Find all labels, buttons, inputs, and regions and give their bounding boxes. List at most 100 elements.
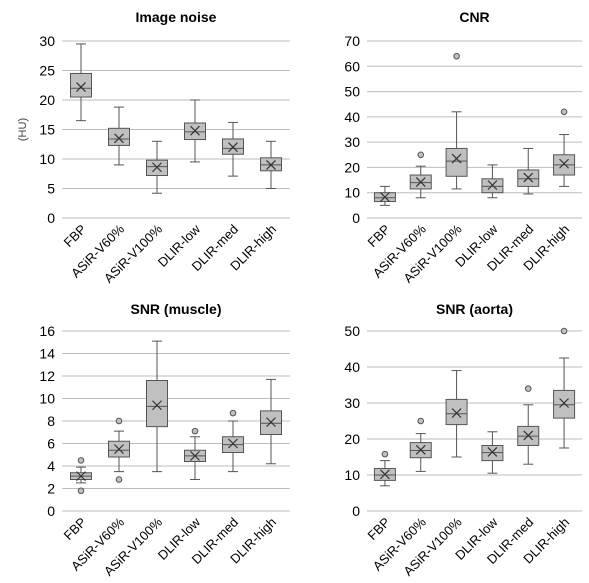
mean-marker [379, 469, 390, 480]
mean-marker [190, 450, 200, 461]
mean-marker [415, 177, 426, 188]
box-iqr [108, 127, 130, 146]
outlier-point [77, 487, 85, 495]
outlier-point [381, 450, 389, 458]
box-DLIR-low [184, 99, 206, 163]
outlier-point [560, 108, 568, 116]
mean-marker [559, 398, 570, 408]
box-ASiR-V60% [108, 106, 130, 166]
box-iqr [445, 398, 468, 426]
y-tick-label: 16 [39, 323, 55, 339]
box-FBP [373, 450, 396, 487]
box-iqr [70, 72, 92, 98]
outlier-point [191, 427, 199, 435]
chart-title: SNR (muscle) [130, 301, 221, 317]
mean-marker [487, 447, 498, 457]
chart-title: Image noise [136, 9, 217, 25]
y-tick-label: 4 [47, 458, 55, 474]
x-tick-label: FBP [61, 222, 89, 250]
mean-marker [523, 430, 534, 441]
y-tick-label: 0 [47, 210, 55, 226]
y-tick-label: 0 [47, 503, 55, 519]
box-DLIR-high [553, 327, 576, 449]
mean-marker [451, 408, 462, 419]
outlier-point [115, 417, 123, 425]
outlier-point [417, 151, 425, 159]
box-ASiR-V60% [409, 151, 432, 199]
y-tick-label: 30 [344, 395, 360, 411]
mean-marker [559, 158, 570, 169]
mean-marker [228, 142, 238, 153]
mean-marker [379, 192, 390, 202]
outlier-point [417, 417, 425, 425]
y-tick-label: 25 [39, 63, 55, 79]
box-DLIR-med [222, 121, 244, 177]
box-DLIR-med [517, 147, 540, 195]
box-ASiR-V100% [146, 140, 168, 194]
y-tick-label: 0 [352, 210, 360, 226]
mean-marker [76, 471, 86, 482]
box-iqr [445, 147, 468, 177]
mean-marker [487, 180, 498, 191]
y-tick-label: 70 [344, 33, 360, 49]
y-tick-label: 40 [344, 109, 360, 125]
y-tick-label: 10 [344, 185, 360, 201]
mean-marker [451, 153, 462, 164]
outlier-point [453, 52, 460, 60]
y-tick-label: 20 [344, 159, 360, 175]
mean-marker [114, 133, 124, 144]
y-tick-label: 10 [39, 391, 55, 407]
chart-title: CNR [459, 9, 489, 25]
box-FBP [70, 457, 92, 495]
box-ASiR-V100% [146, 340, 168, 473]
outlier-point [229, 409, 237, 417]
y-tick-label: 50 [344, 323, 360, 339]
y-tick-label: 50 [344, 84, 360, 100]
box-ASiR-V100% [445, 52, 468, 190]
outlier-point [524, 385, 532, 392]
box-DLIR-med [222, 409, 244, 473]
y-tick-label: 0 [352, 503, 360, 519]
box-DLIR-low [184, 427, 206, 480]
x-tick-label: FBP [365, 222, 393, 250]
mean-marker [228, 438, 238, 449]
box-DLIR-high [553, 108, 576, 187]
y-axis-label: (HU) [17, 118, 29, 141]
y-tick-label: 15 [39, 122, 55, 138]
chart-panel-2: SNR (muscle)0246810121416FBPASiR-V60%ASi… [39, 301, 290, 579]
box-DLIR-low [481, 164, 504, 199]
mean-marker [266, 417, 276, 428]
y-tick-label: 60 [344, 58, 360, 74]
y-tick-label: 14 [39, 346, 55, 362]
box-ASiR-V100% [445, 370, 468, 458]
mean-marker [266, 159, 276, 170]
y-tick-label: 40 [344, 359, 360, 375]
outlier-point [560, 327, 568, 335]
y-tick-label: 2 [47, 481, 55, 497]
outlier-point [77, 457, 85, 464]
mean-marker [114, 444, 124, 455]
mean-marker [152, 400, 162, 411]
y-tick-label: 30 [39, 33, 55, 49]
mean-marker [523, 172, 534, 183]
y-tick-label: 20 [39, 92, 55, 108]
box-ASiR-V60% [108, 417, 130, 483]
mean-marker [415, 444, 426, 455]
y-tick-label: 30 [344, 134, 360, 150]
chart-panel-0: Image noise051015202530(HU)FBPASiR-V60%A… [17, 9, 290, 286]
box-FBP [373, 185, 396, 206]
outlier-point [115, 476, 123, 483]
mean-marker [76, 82, 86, 92]
box-DLIR-low [481, 431, 504, 474]
box-DLIR-high [260, 378, 282, 465]
y-tick-label: 12 [39, 368, 55, 384]
box-DLIR-med [517, 385, 540, 465]
y-tick-label: 8 [47, 413, 55, 429]
box-DLIR-high [260, 140, 282, 189]
box-iqr [553, 389, 576, 419]
y-tick-label: 10 [344, 467, 360, 483]
y-tick-label: 6 [47, 436, 55, 452]
box-iqr [146, 380, 168, 428]
